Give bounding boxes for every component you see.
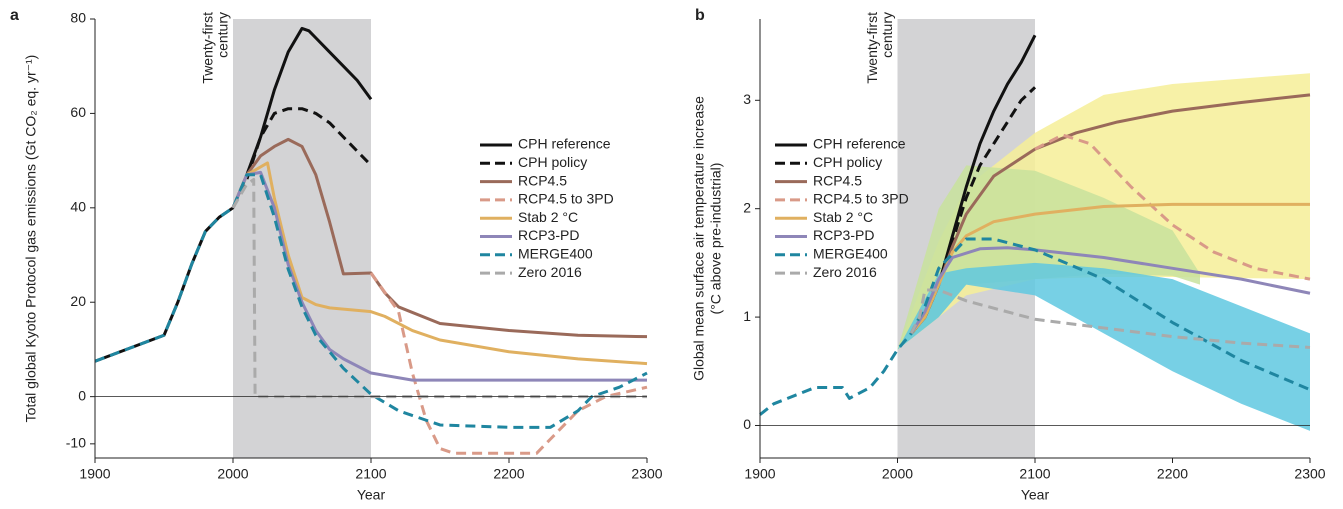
legend-label: CPH policy	[518, 154, 587, 170]
y-tick-label: 0	[743, 416, 751, 432]
series-line	[231, 161, 648, 366]
annotation: century	[879, 12, 895, 58]
x-tick-label: 1900	[744, 466, 775, 482]
x-tick-label: 2300	[631, 466, 662, 482]
x-axis-label: Year	[357, 487, 386, 503]
x-tick-label: 2000	[217, 466, 248, 482]
y-tick-label: 2	[743, 199, 751, 215]
series-line	[94, 26, 373, 363]
series-line	[231, 177, 647, 399]
annotation: century	[215, 12, 231, 58]
panel-label: b	[695, 7, 705, 24]
x-tick-label: 2100	[1019, 466, 1050, 482]
series-line	[231, 137, 648, 339]
series-line	[910, 202, 1310, 335]
series-line	[231, 107, 373, 209]
y-axis-label: (°C above pre-industrial)	[708, 163, 724, 315]
legend-label: RCP4.5	[813, 172, 862, 188]
x-tick-label: 2300	[1294, 466, 1325, 482]
y-tick-label: 60	[70, 104, 86, 120]
uncertainty-band	[897, 165, 1200, 350]
legend-label: CPH reference	[813, 136, 906, 152]
series-line	[369, 272, 648, 455]
legend-label: CPH policy	[813, 154, 882, 170]
legend-label: RCP4.5 to 3PD	[518, 191, 614, 207]
series-line	[909, 288, 1311, 349]
x-tick-label: 1900	[79, 466, 110, 482]
legend-label: Stab 2 °C	[813, 209, 873, 225]
legend-label: RCP4.5 to 3PD	[813, 191, 909, 207]
y-tick-label: 1	[743, 308, 751, 324]
x-tick-label: 2000	[882, 466, 913, 482]
y-tick-label: 20	[70, 293, 86, 309]
y-axis-label: Global mean surface air temperature incr…	[691, 96, 707, 381]
legend-label: MERGE400	[518, 246, 593, 262]
y-tick-label: 3	[743, 91, 751, 107]
legend-label: Zero 2016	[518, 264, 582, 280]
legend-label: Zero 2016	[813, 264, 877, 280]
legend-label: Stab 2 °C	[518, 209, 578, 225]
legend-label: RCP4.5	[518, 172, 567, 188]
annotation: Twenty-first	[864, 12, 880, 84]
panel-label: a	[10, 7, 19, 24]
y-tick-label: -10	[66, 435, 86, 451]
uncertainty-band	[897, 262, 1310, 431]
series-line	[759, 237, 1311, 416]
x-axis-label: Year	[1021, 487, 1050, 503]
legend-label: RCP3-PD	[518, 227, 579, 243]
y-tick-label: 40	[70, 199, 86, 215]
x-tick-label: 2200	[493, 466, 524, 482]
y-tick-label: 80	[70, 10, 86, 26]
x-tick-label: 2100	[355, 466, 386, 482]
series-line	[231, 170, 647, 382]
y-axis-label: Total global Kyoto Protocol gas emission…	[23, 55, 39, 423]
x-tick-label: 2200	[1157, 466, 1188, 482]
legend-label: CPH reference	[518, 136, 611, 152]
annotation: Twenty-first	[200, 12, 216, 84]
legend-label: RCP3-PD	[813, 227, 874, 243]
legend-label: MERGE400	[813, 246, 888, 262]
y-tick-label: 0	[78, 387, 86, 403]
